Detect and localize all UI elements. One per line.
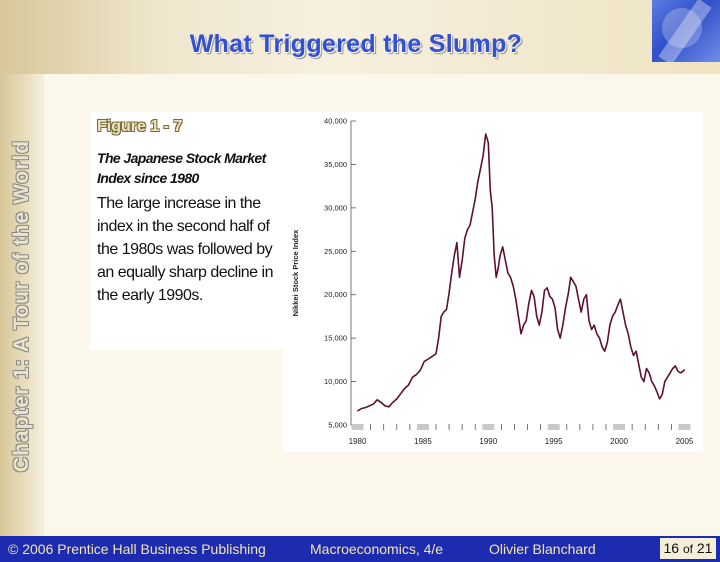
page-current: 16 [663, 540, 680, 556]
chapter-side-label: Chapter 1: A Tour of the World [10, 139, 33, 473]
footer-copyright: © 2006 Prentice Hall Business Publishing [8, 541, 266, 557]
y-tick-label: 40,000 [324, 117, 347, 126]
y-tick-label: 10,000 [324, 377, 347, 386]
x-tick-label: 2005 [676, 437, 694, 446]
corner-graphic [652, 0, 720, 62]
x-tick-label: 1990 [479, 437, 497, 446]
x-axis-year-block [416, 424, 429, 430]
figure-description: The large increase in the index in the s… [97, 195, 273, 304]
slide-title: What Triggered the Slump? [189, 30, 523, 58]
footer-book-title: Macroeconomics, 4/e [310, 541, 444, 557]
x-tick-label: 2000 [610, 437, 628, 446]
page-of-label: of [682, 542, 693, 556]
footer-bar [0, 536, 720, 562]
y-axis-label: Nikkei Stock Price Index [291, 229, 300, 317]
nikkei-line-chart: 5,000 10,000 15,000 20,000 25,000 30,000 35,00… [291, 117, 694, 447]
figure-label: Figure 1 - 7 [97, 118, 183, 135]
side-band [0, 74, 44, 536]
chart-panel: 5,000 10,000 15,000 20,000 25,000 30,000 35,00… [283, 112, 703, 452]
footer-author: Olivier Blanchard [489, 541, 596, 557]
header-band [0, 0, 720, 74]
x-axis-year-block [613, 424, 626, 430]
x-axis-year-block [547, 424, 560, 430]
x-axis-year-block [678, 424, 691, 430]
x-tick-label: 1980 [349, 437, 367, 446]
x-tick-label: 1995 [545, 437, 563, 446]
x-axis-year-block [482, 424, 495, 430]
figure-text-box [90, 112, 286, 350]
y-tick-label: 35,000 [324, 160, 347, 169]
y-tick-label: 25,000 [324, 247, 347, 256]
page-indicator: 16 of 21 [660, 538, 716, 559]
x-tick-label: 1985 [414, 437, 432, 446]
y-tick-label: 30,000 [324, 203, 347, 212]
x-axis-year-block [351, 424, 364, 430]
page-total: 21 [696, 540, 713, 556]
y-tick-label: 15,000 [324, 334, 347, 343]
figure-subtitle: The Japanese Stock Market Index since 19… [97, 150, 266, 186]
y-tick-label: 20,000 [324, 290, 347, 299]
y-tick-label: 5,000 [328, 421, 347, 430]
nikkei-index-series-line [357, 133, 686, 412]
